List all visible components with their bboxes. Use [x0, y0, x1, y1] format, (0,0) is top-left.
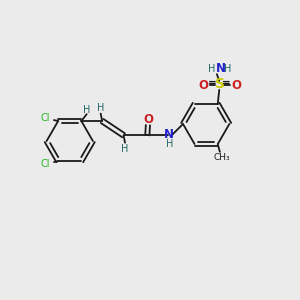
Text: H: H [208, 64, 216, 74]
Text: S: S [215, 77, 225, 91]
Text: H: H [97, 103, 104, 112]
Text: H: H [224, 64, 232, 74]
Text: O: O [143, 113, 153, 126]
Text: H: H [166, 139, 173, 148]
Text: H: H [83, 105, 90, 115]
Text: H: H [121, 144, 129, 154]
Text: CH₃: CH₃ [213, 153, 230, 162]
Text: =: = [222, 77, 231, 88]
Text: N: N [216, 62, 226, 75]
Text: N: N [164, 128, 174, 141]
Text: Cl: Cl [41, 113, 50, 123]
Text: =: = [208, 77, 217, 88]
Text: O: O [232, 79, 242, 92]
Text: O: O [198, 79, 208, 92]
Text: Cl: Cl [41, 159, 50, 169]
